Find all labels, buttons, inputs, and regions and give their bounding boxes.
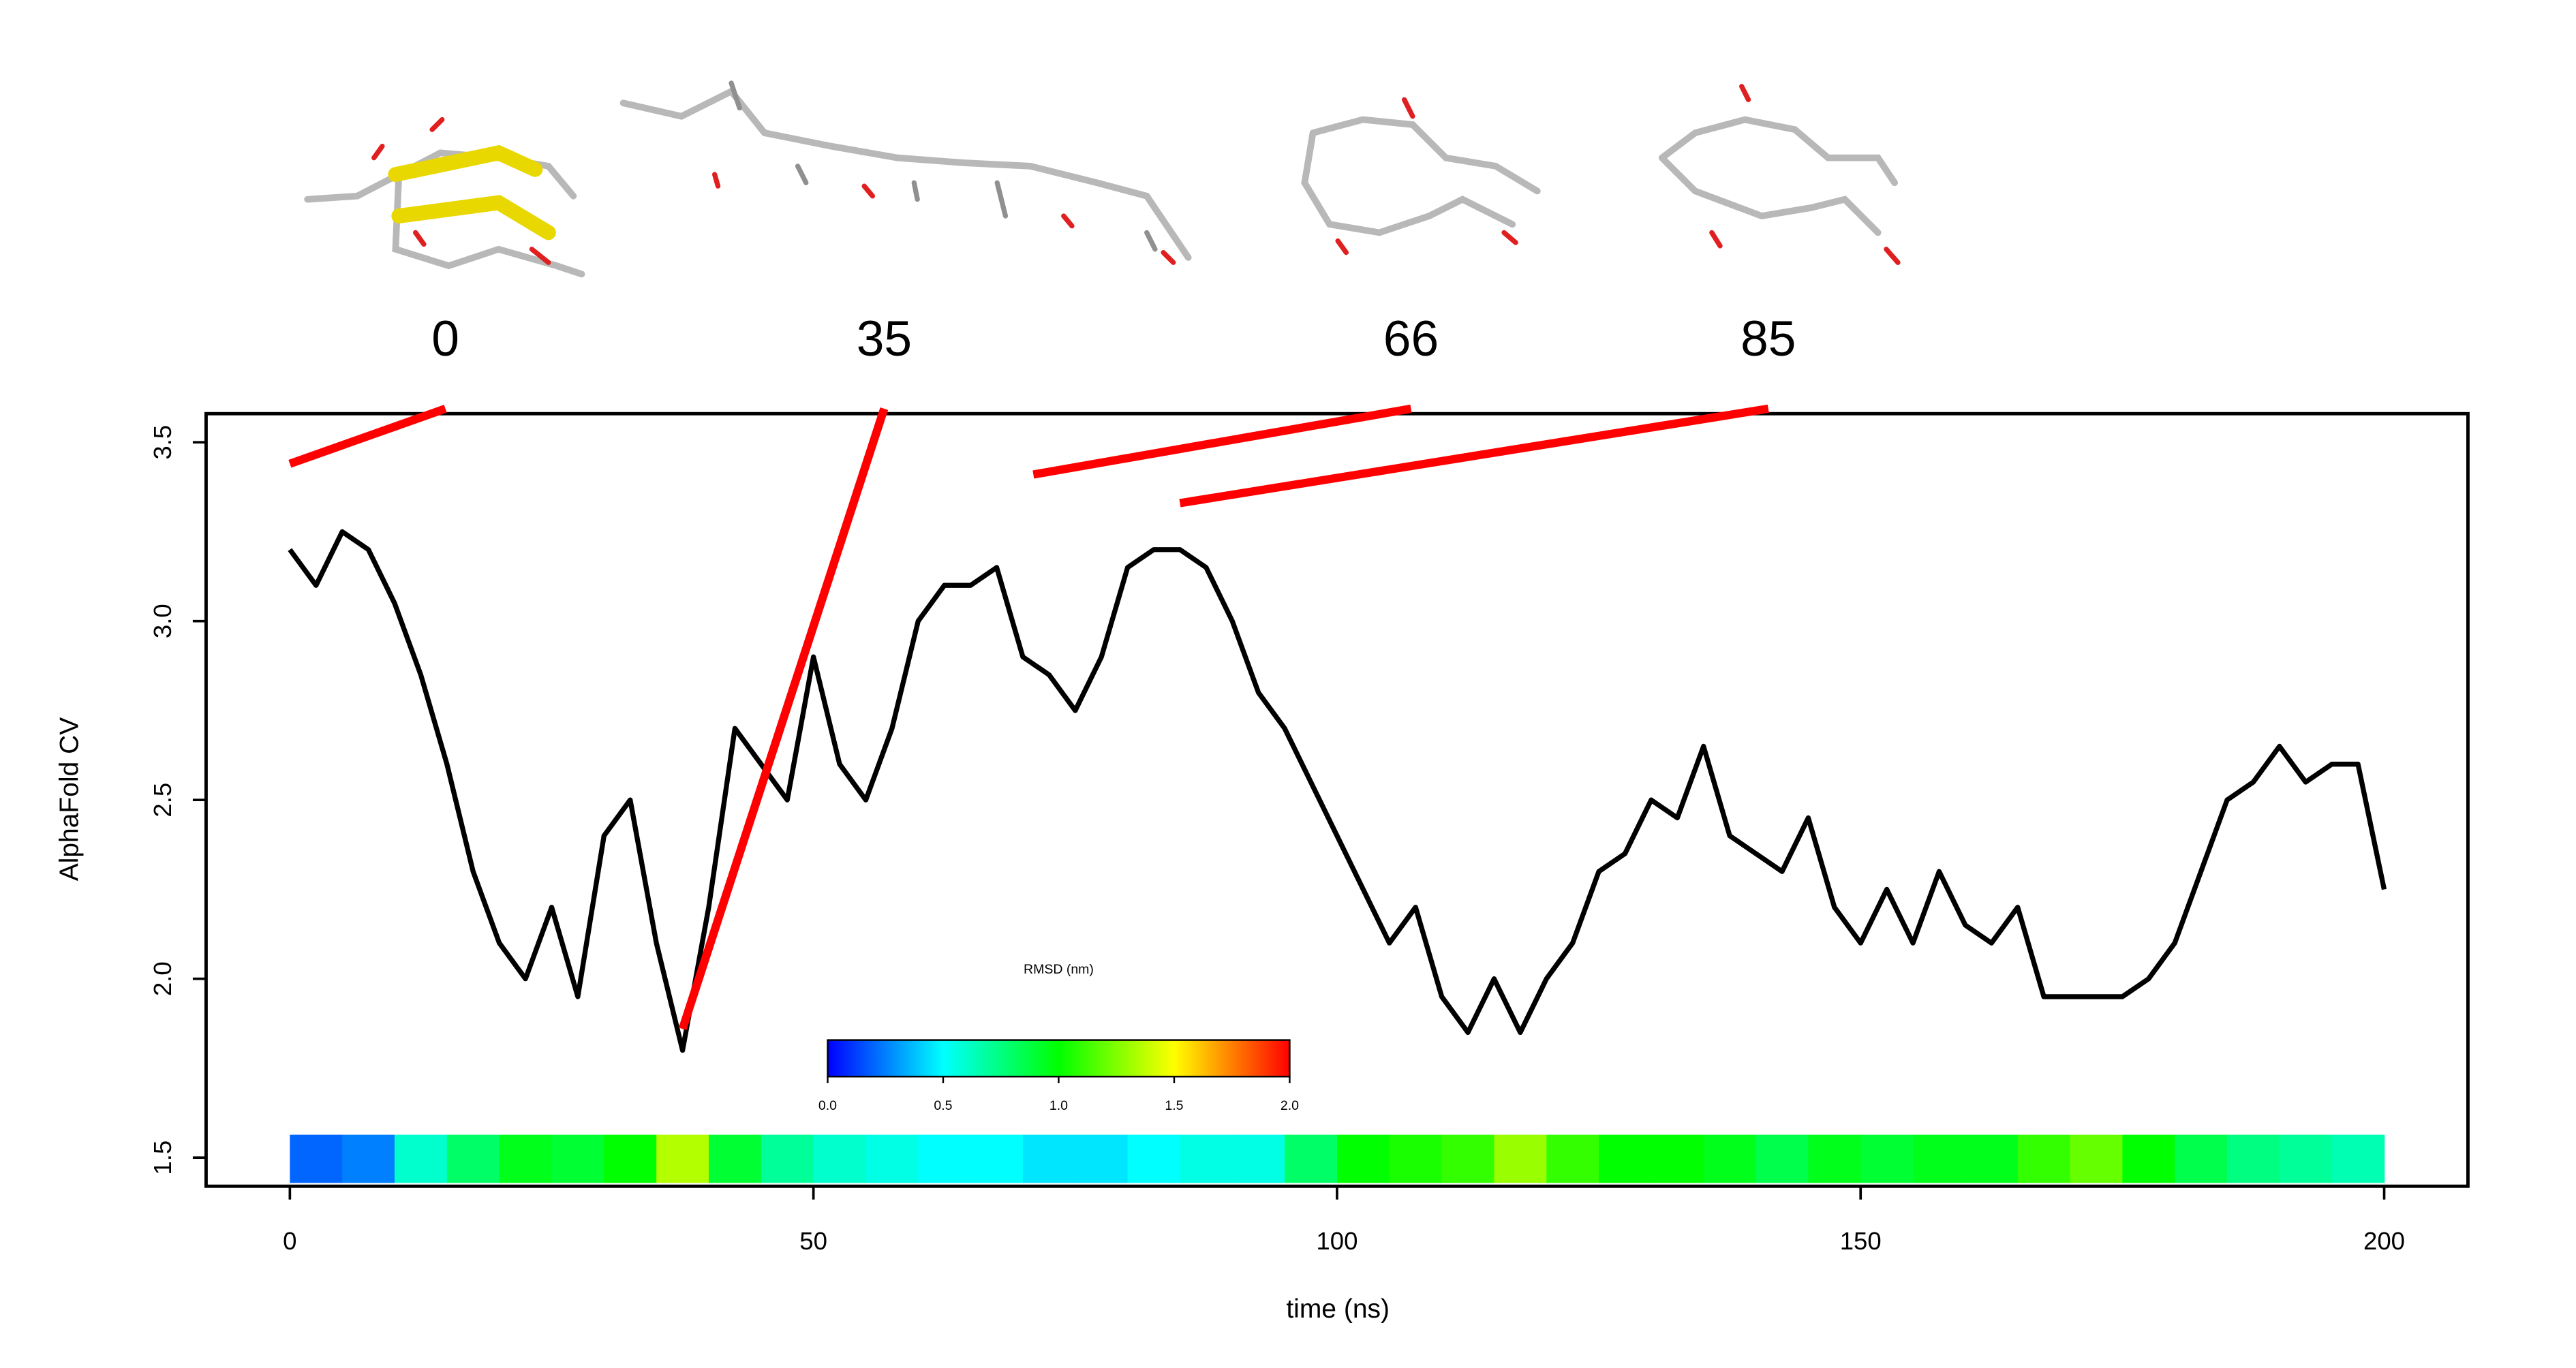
y-axis-label: AlphaFold CV <box>55 717 85 882</box>
rmsd-strip-cell <box>2070 1134 2123 1183</box>
rmsd-strip-cell <box>1651 1134 1704 1183</box>
structure-snapshot <box>304 116 585 278</box>
y-tick-label: 3.5 <box>149 425 177 460</box>
rmsd-strip-cell <box>1336 1134 1390 1183</box>
rmsd-strip-cell <box>2175 1134 2228 1183</box>
rmsd-strip-cell <box>446 1134 500 1183</box>
rmsd-strip-cell <box>604 1134 657 1183</box>
rmsd-strip-cell <box>1546 1134 1599 1183</box>
data-line <box>288 529 2387 1053</box>
snapshot-label: 35 <box>857 311 912 367</box>
rmsd-strip-cell <box>865 1134 919 1183</box>
rmsd-strip-cell <box>1599 1134 1652 1183</box>
rmsd-strip-cell <box>1285 1134 1338 1183</box>
colorbar-tick-label: 0.0 <box>818 1098 837 1113</box>
snapshot-pointer <box>1179 404 1769 508</box>
y-tick-label: 2.5 <box>149 783 177 818</box>
snapshot-pointer <box>288 405 447 468</box>
x-tick-label: 100 <box>1316 1227 1358 1255</box>
y-tick-label: 2.0 <box>149 961 177 996</box>
x-tick-label: 50 <box>799 1227 827 1255</box>
rmsd-strip-cell <box>1808 1134 1861 1183</box>
x-axis-label: time (ns) <box>1286 1294 1390 1324</box>
x-tick-label: 150 <box>1840 1227 1882 1255</box>
snapshot-label: 66 <box>1383 311 1439 367</box>
snapshot-label: 0 <box>431 311 459 367</box>
colorbar-tick-label: 2.0 <box>1281 1098 1299 1113</box>
rmsd-strip-cell <box>342 1134 395 1183</box>
plot-frame <box>204 411 2470 1188</box>
colorbar-tick-label: 0.5 <box>934 1098 952 1113</box>
rmsd-strip-cell <box>813 1134 867 1183</box>
rmsd-strip-cell <box>1022 1134 1076 1183</box>
y-tick-label: 3.0 <box>149 604 177 638</box>
rmsd-strip-cell <box>1965 1134 2019 1183</box>
rmsd-strip-cell <box>1075 1134 1129 1183</box>
snapshot-pointer <box>1032 404 1412 479</box>
colorbar-tick-label: 1.5 <box>1165 1098 1183 1113</box>
y-tick-label: 1.5 <box>149 1140 177 1175</box>
rmsd-strip-cell <box>1703 1134 1757 1183</box>
rmsd-strip-cell <box>2331 1134 2385 1183</box>
rmsd-strip-cell <box>761 1134 814 1183</box>
rmsd-strip-cell <box>551 1134 605 1183</box>
structure-snapshot <box>1658 84 1901 265</box>
rmsd-strip-cell <box>656 1134 709 1183</box>
x-tick-label: 0 <box>283 1227 296 1255</box>
rmsd-strip-cell <box>708 1134 762 1183</box>
rmsd-strip-cell <box>1755 1134 1809 1183</box>
colorbar <box>827 1039 1291 1078</box>
structure-snapshot <box>619 80 1192 265</box>
rmsd-strip-cell <box>395 1134 448 1183</box>
rmsd-strip-cell <box>1389 1134 1443 1183</box>
rmsd-strip-cell <box>1860 1134 1914 1183</box>
x-tick-label: 200 <box>2363 1227 2405 1255</box>
rmsd-strip-cell <box>290 1134 343 1183</box>
rmsd-strip-cell <box>1180 1134 1233 1183</box>
rmsd-strip-cell <box>918 1134 971 1183</box>
rmsd-strip-cell <box>1232 1134 1285 1183</box>
structure-snapshot <box>1301 97 1541 255</box>
rmsd-strip-cell <box>2227 1134 2280 1183</box>
rmsd-strip-cell <box>1494 1134 1547 1183</box>
rmsd-strip-cell <box>2122 1134 2175 1183</box>
rmsd-strip-cell <box>1913 1134 1966 1183</box>
colorbar-title: RMSD (nm) <box>1024 962 1094 977</box>
rmsd-strip-cell <box>1441 1134 1495 1183</box>
rmsd-strip-cell <box>2279 1134 2333 1183</box>
rmsd-strip-cell <box>970 1134 1024 1183</box>
snapshot-label: 85 <box>1741 311 1796 367</box>
rmsd-strip-cell <box>499 1134 553 1183</box>
rmsd-strip-cell <box>1127 1134 1181 1183</box>
rmsd-strip-cell <box>2017 1134 2071 1183</box>
snapshot-pointer <box>678 407 889 1031</box>
colorbar-tick-label: 1.0 <box>1049 1098 1068 1113</box>
